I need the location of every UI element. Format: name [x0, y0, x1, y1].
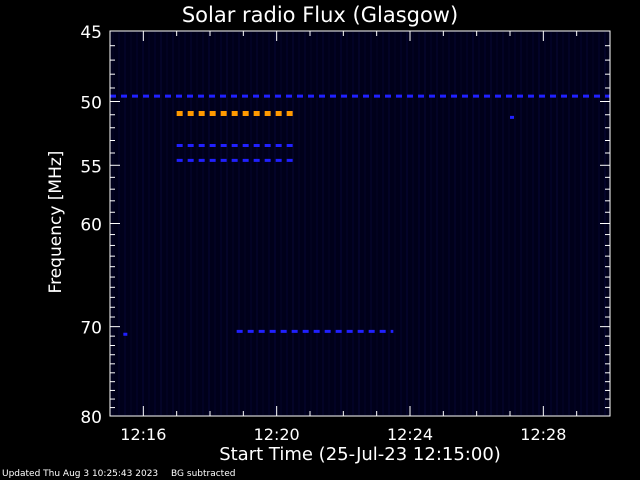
x-tick-label: 12:28	[520, 425, 566, 444]
y-tick-label: 50	[80, 94, 102, 114]
x-tick-label: 12:20	[254, 425, 300, 444]
y-tick-label: 60	[80, 216, 102, 236]
plot-area	[110, 31, 610, 416]
y-tick-label: 80	[80, 408, 102, 428]
plot-background	[110, 31, 610, 416]
x-tick-label: 12:24	[387, 425, 433, 444]
plot-title: Solar radio Flux (Glasgow)	[181, 3, 459, 27]
y-tick-label: 45	[80, 23, 102, 43]
features-layer	[110, 94, 610, 336]
y-tick-label: 55	[80, 157, 102, 177]
bg-note: BG subtracted	[171, 469, 236, 479]
updated-timestamp: Updated Thu Aug 3 10:25:43 2023	[2, 469, 159, 479]
y-axis-label: Frequency [MHz]	[46, 150, 66, 294]
y-tick-label: 70	[80, 319, 102, 339]
x-tick-label: 12:16	[120, 425, 166, 444]
x-axis-label: Start Time (25-Jul-23 12:15:00)	[219, 444, 501, 465]
axis-ticks: 45 50 55 60 70 80 12:16 12:20 12:24 12:28	[80, 23, 611, 444]
footer: Updated Thu Aug 3 10:25:43 2023 BG subtr…	[2, 469, 245, 479]
